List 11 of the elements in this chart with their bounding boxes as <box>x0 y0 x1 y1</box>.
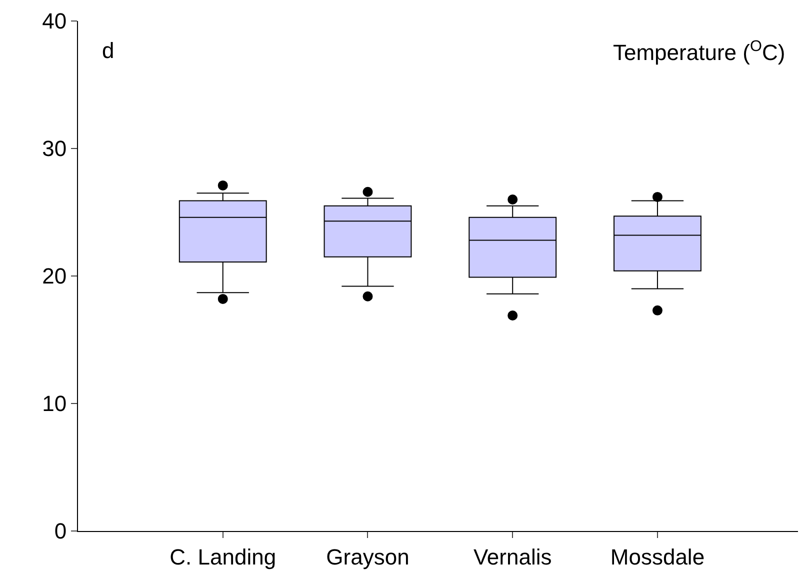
annotation: Temperature ($^{O}$C) <box>613 38 786 66</box>
y-tick-label: 20 <box>42 264 67 289</box>
x-tick-label: C. Landing <box>170 544 276 570</box>
y-tick-label: 30 <box>42 136 67 162</box>
x-tick-label: Mossdale <box>610 544 705 570</box>
annotation: d <box>102 38 114 63</box>
x-tick-label: Vernalis <box>473 544 552 570</box>
y-tick-label: 40 <box>42 8 67 34</box>
y-tick-label: 0 <box>54 518 67 544</box>
y-tick-label: 10 <box>42 391 67 416</box>
x-tick-label: Grayson <box>326 544 410 570</box>
